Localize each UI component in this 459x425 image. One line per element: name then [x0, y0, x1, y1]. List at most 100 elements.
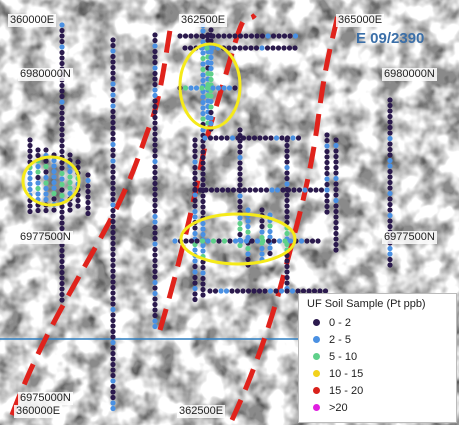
sample-point [237, 127, 243, 133]
sample-point [152, 131, 158, 137]
sample-point [110, 257, 116, 263]
sample-point [200, 77, 206, 84]
sample-point [59, 38, 65, 45]
sample-point [192, 258, 198, 264]
sample-point [267, 288, 274, 294]
sample-point [210, 238, 217, 244]
sample-point [259, 251, 265, 257]
sample-point [200, 176, 206, 183]
sample-point [259, 33, 266, 39]
sample-point [152, 59, 158, 66]
sample-point [110, 114, 116, 120]
sample-point [200, 270, 206, 276]
sample-point [333, 208, 339, 215]
sample-point [284, 159, 290, 165]
grid-label-easting: 362500E [177, 405, 226, 418]
sample-point [210, 85, 216, 91]
sample-point [110, 356, 116, 362]
sample-point [237, 160, 243, 166]
sample-point [152, 43, 158, 49]
sample-point [237, 154, 243, 161]
sample-point [237, 220, 243, 227]
sample-point [254, 238, 261, 244]
sample-point [284, 230, 290, 237]
sample-point [237, 165, 243, 172]
sample-point [152, 197, 158, 203]
sample-point [59, 82, 65, 89]
sample-point [257, 135, 263, 141]
sample-point [237, 204, 243, 210]
sample-point [27, 137, 33, 143]
sample-point [262, 135, 269, 141]
sample-point [324, 209, 330, 215]
sample-point [192, 197, 198, 204]
sample-point [200, 143, 206, 150]
tenement-label: E 09/2390 [356, 30, 425, 47]
legend-item: 0 - 2 [307, 314, 448, 331]
sample-point [152, 37, 158, 44]
sample-point [246, 135, 252, 141]
sample-point [59, 27, 65, 34]
sample-point [284, 208, 290, 215]
sample-point [387, 190, 393, 197]
sample-point [275, 45, 282, 51]
sample-point [152, 48, 158, 55]
sample-point [213, 135, 219, 141]
sample-point [152, 98, 158, 104]
sample-point [152, 219, 158, 225]
sample-point [192, 164, 198, 171]
sample-point [152, 252, 158, 258]
sample-point [259, 223, 265, 230]
sample-point [110, 163, 116, 170]
sample-point [197, 187, 204, 193]
sample-point [251, 135, 258, 141]
sample-point [333, 142, 339, 149]
legend-label: 5 - 10 [329, 350, 358, 363]
sample-point [231, 45, 238, 51]
sample-point [110, 119, 116, 126]
sample-point [200, 154, 206, 161]
sample-point [110, 152, 116, 159]
sample-point [152, 114, 158, 121]
sample-point [387, 223, 393, 230]
sample-point [229, 135, 236, 141]
structure-line-central [157, 13, 257, 331]
sample-point [85, 210, 91, 217]
sample-point [152, 158, 158, 165]
sample-point [292, 33, 299, 39]
sample-point [284, 148, 290, 154]
sample-point [200, 149, 206, 155]
sample-point [200, 242, 206, 249]
sample-point [295, 288, 301, 294]
sample-point [221, 33, 227, 39]
sample-point [200, 66, 206, 73]
sample-point [110, 108, 116, 115]
sample-point [110, 383, 116, 390]
sample-point [200, 110, 206, 117]
sample-point [35, 174, 41, 181]
sample-point [387, 124, 393, 131]
sample-point [43, 163, 49, 170]
sample-point [324, 187, 330, 193]
sample-point [221, 85, 227, 91]
sample-point [333, 203, 339, 209]
sample-point [59, 209, 65, 215]
sample-point [273, 288, 279, 294]
sample-point [43, 180, 49, 186]
sample-point [67, 201, 73, 208]
sample-point [51, 179, 57, 186]
sample-point [110, 246, 116, 252]
sample-point [152, 54, 158, 60]
sample-point [27, 181, 33, 187]
sample-point [152, 301, 158, 308]
sample-point [245, 218, 251, 224]
sample-point [232, 33, 238, 39]
sample-point [284, 263, 290, 270]
sample-point [35, 191, 41, 197]
sample-point [269, 187, 275, 193]
sample-point [110, 295, 116, 302]
sample-point [35, 185, 41, 192]
sample-point [152, 307, 158, 313]
sample-point [267, 250, 273, 257]
sample-point [110, 169, 116, 175]
